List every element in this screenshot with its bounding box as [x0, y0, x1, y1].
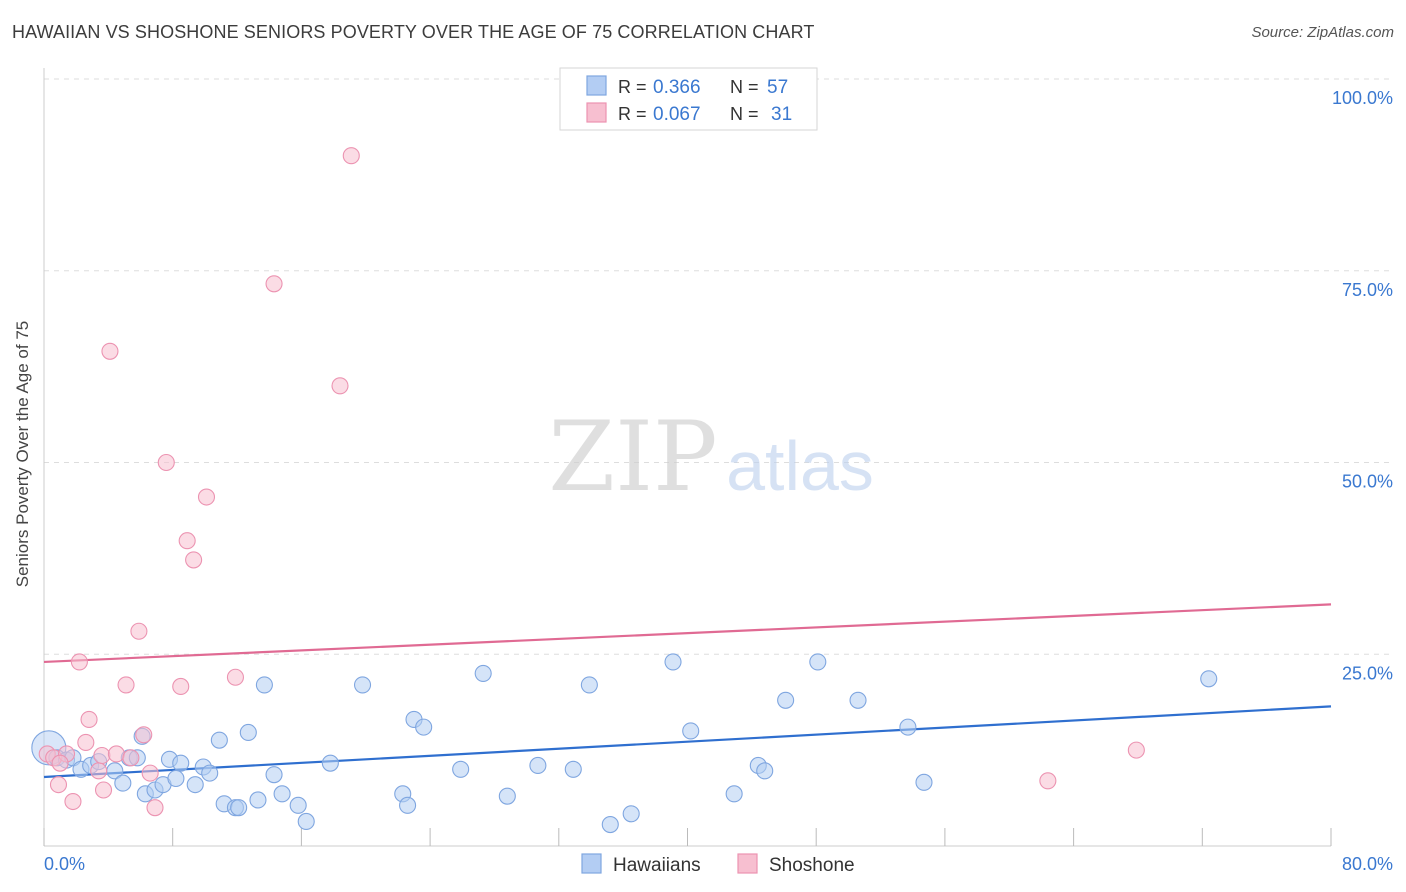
data-point-hawaiians — [265, 766, 283, 784]
legend-n-value-hawaiians: 57 — [767, 77, 788, 98]
data-point-hawaiians — [249, 791, 267, 809]
series-legend: Hawaiians Shoshone — [581, 853, 855, 876]
data-point-hawaiians — [172, 754, 190, 772]
legend-swatch-shoshone — [586, 102, 607, 123]
legend-n-label-shoshone: N = — [730, 104, 759, 124]
y-tick-labels: 25.0% 50.0% 75.0% 100.0% — [1332, 88, 1393, 683]
legend-n-value-shoshone: 31 — [771, 104, 792, 125]
data-point-shoshone — [172, 677, 190, 696]
axes — [43, 68, 1332, 847]
data-point-shoshone — [226, 668, 244, 686]
data-point-shoshone — [80, 710, 98, 728]
data-point-shoshone — [197, 488, 216, 506]
data-point-shoshone — [64, 792, 82, 811]
legend-n-label-hawaiians: N = — [730, 77, 759, 97]
data-point-shoshone — [90, 762, 108, 780]
data-point-hawaiians — [415, 718, 433, 736]
data-point-hawaiians — [239, 723, 257, 742]
data-point-shoshone — [157, 453, 175, 472]
legend-r-label-hawaiians: R = — [618, 77, 647, 97]
data-point-hawaiians — [321, 754, 339, 772]
data-point-hawaiians — [297, 812, 315, 831]
data-point-hawaiians — [255, 676, 273, 694]
trend-lines — [43, 603, 1332, 779]
legend-r-value-shoshone: 0.067 — [653, 104, 701, 125]
data-point-hawaiians — [564, 760, 582, 778]
watermark-zip: ZIP — [548, 401, 717, 513]
data-point-hawaiians — [273, 785, 291, 803]
data-point-shoshone — [135, 726, 153, 744]
data-point-hawaiians — [210, 731, 228, 749]
data-point-hawaiians — [452, 760, 470, 778]
y-tick-label: 50.0% — [1342, 472, 1393, 492]
data-point-hawaiians — [899, 718, 917, 736]
data-point-shoshone — [185, 551, 203, 569]
data-point-shoshone — [117, 676, 135, 694]
series-legend-swatch-hawaiians[interactable] — [581, 853, 602, 874]
data-point-hawaiians — [1200, 670, 1218, 688]
data-point-hawaiians — [353, 676, 372, 694]
data-point-hawaiians — [167, 769, 185, 788]
data-point-shoshone — [146, 799, 164, 817]
data-point-hawaiians — [580, 676, 598, 694]
watermark-atlas: atlas — [726, 427, 874, 505]
x-tick-label-min: 0.0% — [44, 854, 85, 874]
data-point-hawaiians — [498, 787, 516, 805]
data-point-shoshone — [94, 781, 113, 799]
series-legend-swatch-shoshone[interactable] — [737, 853, 758, 874]
data-point-hawaiians — [725, 785, 743, 803]
watermark: ZIP atlas — [548, 401, 874, 513]
data-point-hawaiians — [529, 756, 547, 775]
data-point-shoshone — [130, 622, 148, 640]
y-tick-label: 25.0% — [1342, 663, 1393, 683]
data-point-hawaiians — [186, 776, 204, 794]
data-point-shoshone — [77, 733, 95, 752]
data-points — [31, 147, 1218, 834]
data-point-shoshone — [331, 377, 349, 395]
data-point-hawaiians — [915, 773, 933, 791]
data-point-hawaiians — [849, 691, 867, 709]
legend-r-value-hawaiians: 0.366 — [653, 77, 701, 98]
stats-legend: R = 0.366 N = 57 R = 0.067 N = 31 — [559, 67, 818, 131]
data-point-hawaiians — [756, 762, 774, 780]
trend-line-hawaiians — [43, 705, 1332, 779]
data-point-hawaiians — [289, 796, 307, 814]
data-point-shoshone — [101, 342, 119, 360]
data-point-shoshone — [122, 749, 140, 767]
source-label: Source: ZipAtlas.com — [1251, 24, 1394, 41]
data-point-shoshone — [265, 275, 283, 293]
data-point-hawaiians — [114, 774, 132, 792]
data-point-hawaiians — [664, 653, 682, 671]
y-tick-label: 75.0% — [1342, 280, 1393, 300]
grid-lines — [44, 78, 1394, 655]
data-point-shoshone — [93, 746, 111, 765]
x-tick-label-max: 80.0% — [1342, 854, 1393, 874]
data-point-hawaiians — [682, 722, 700, 740]
legend-swatch-hawaiians — [586, 75, 607, 96]
data-point-shoshone — [141, 764, 159, 782]
data-point-shoshone — [70, 653, 88, 671]
data-point-hawaiians — [622, 805, 640, 823]
data-point-shoshone — [107, 745, 125, 763]
data-point-shoshone — [1039, 772, 1057, 790]
series-legend-label-hawaiians[interactable]: Hawaiians — [613, 855, 701, 876]
legend-r-label-shoshone: R = — [618, 104, 647, 124]
data-point-hawaiians — [474, 664, 492, 682]
data-point-hawaiians — [230, 799, 248, 817]
data-point-shoshone — [342, 147, 360, 165]
data-point-shoshone — [49, 776, 68, 794]
chart-title: HAWAIIAN VS SHOSHONE SENIORS POVERTY OVE… — [12, 22, 815, 42]
data-point-hawaiians — [201, 764, 219, 782]
data-point-shoshone — [178, 532, 196, 550]
data-point-hawaiians — [809, 653, 827, 671]
trend-line-shoshone — [43, 603, 1332, 664]
data-point-hawaiians — [777, 691, 795, 709]
data-point-hawaiians — [601, 815, 619, 834]
data-point-shoshone — [1127, 741, 1145, 759]
series-legend-label-shoshone[interactable]: Shoshone — [769, 855, 855, 876]
data-point-hawaiians — [399, 796, 417, 814]
y-tick-label: 100.0% — [1332, 88, 1393, 108]
data-point-shoshone — [51, 754, 69, 772]
